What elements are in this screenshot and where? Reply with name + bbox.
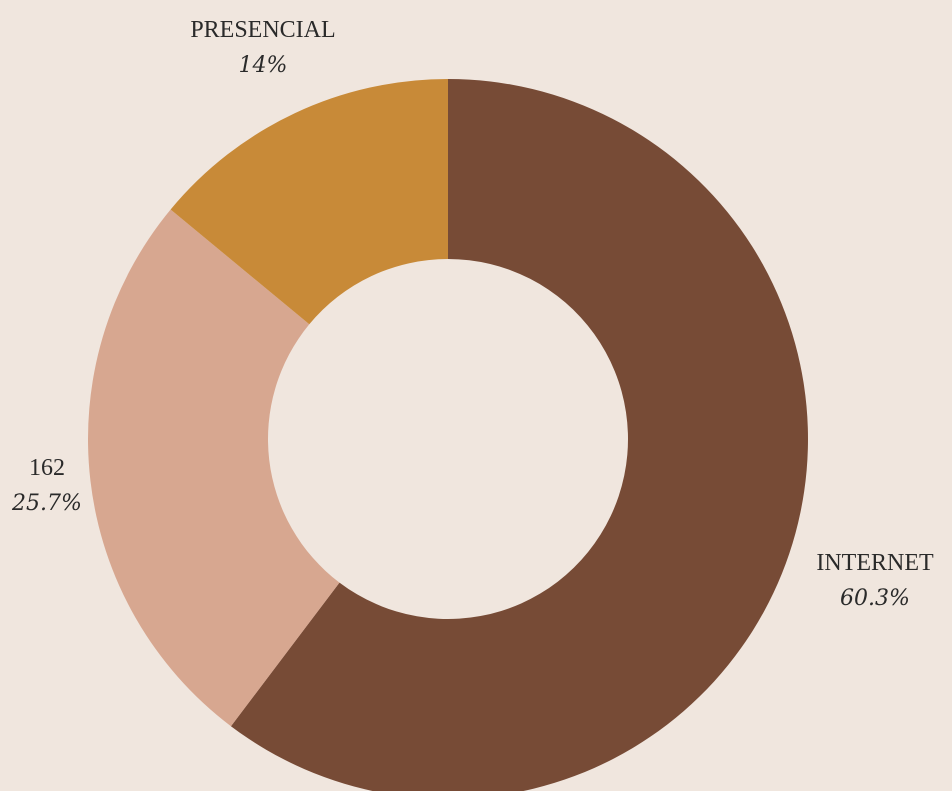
slice-percentage: 14% [239, 53, 288, 78]
slice-label: INTERNET [816, 550, 934, 576]
slice-label: PRESENCIAL [190, 17, 335, 43]
slice-162 [87, 209, 340, 727]
slice-label: 162 [29, 455, 65, 481]
labels-group: INTERNET 60.3% 162 25.7% PRESENCIAL 14% [11, 17, 934, 611]
slice-percentage: 60.3% [840, 586, 910, 611]
slice-internet [230, 79, 808, 791]
slices-group [87, 79, 808, 791]
slice-presencial [170, 79, 448, 325]
slice-percentage: 25.7% [11, 491, 82, 516]
